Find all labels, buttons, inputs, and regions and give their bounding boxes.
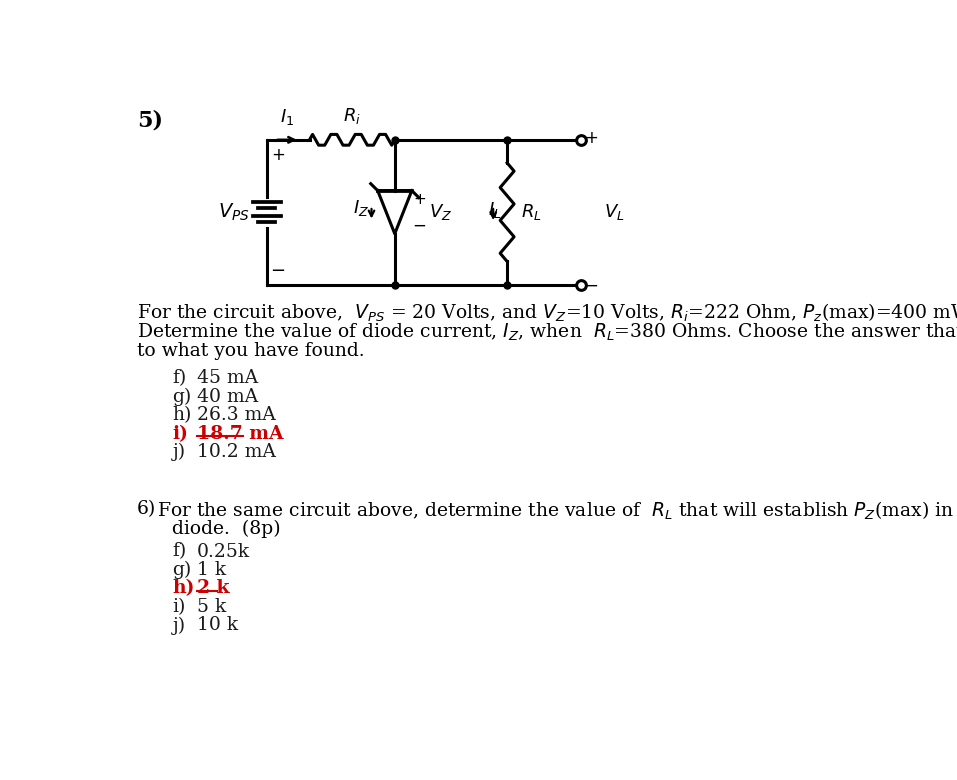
Text: −: − [585, 277, 598, 295]
Text: $I_L$: $I_L$ [488, 200, 501, 220]
Text: +: + [271, 146, 284, 165]
Text: j): j) [172, 616, 186, 635]
Text: 18.7 mA: 18.7 mA [197, 424, 283, 443]
Text: f): f) [172, 369, 187, 387]
Text: Determine the value of diode current, $I_Z$, when  $R_L$=380 Ohms. Choose the an: Determine the value of diode current, $I… [137, 321, 957, 343]
Text: 1 k: 1 k [197, 561, 226, 579]
Text: g): g) [172, 561, 191, 580]
Text: +: + [413, 193, 426, 207]
Text: g): g) [172, 388, 191, 406]
Text: +: + [585, 129, 598, 147]
Text: h): h) [172, 406, 191, 424]
Text: to what you have found.: to what you have found. [137, 342, 365, 360]
Text: $I_Z$: $I_Z$ [352, 198, 368, 218]
Text: For the same circuit above, determine the value of  $R_L$ that will establish $P: For the same circuit above, determine th… [157, 500, 957, 523]
Text: 10.2 mA: 10.2 mA [197, 443, 276, 461]
Text: 6): 6) [137, 500, 156, 518]
Text: f): f) [172, 543, 187, 561]
Text: i): i) [172, 424, 189, 443]
Text: 5): 5) [137, 109, 163, 131]
Text: $V_L$: $V_L$ [604, 202, 625, 222]
Text: −: − [412, 217, 427, 235]
Text: $V_{PS}$: $V_{PS}$ [218, 201, 250, 223]
Text: 40 mA: 40 mA [197, 388, 258, 406]
Text: h): h) [172, 580, 194, 597]
Text: $V_Z$: $V_Z$ [429, 202, 452, 222]
Text: 2 k: 2 k [197, 580, 230, 597]
Text: $I_1$: $I_1$ [280, 108, 294, 127]
Text: diode.  (8p): diode. (8p) [172, 520, 281, 538]
Text: 26.3 mA: 26.3 mA [197, 406, 276, 424]
Text: 5 k: 5 k [197, 598, 227, 616]
Text: −: − [270, 262, 285, 280]
Text: i): i) [172, 598, 186, 616]
Text: 10 k: 10 k [197, 616, 238, 634]
Text: 0.25k: 0.25k [197, 543, 250, 561]
Text: $R_L$: $R_L$ [521, 202, 542, 222]
Text: 45 mA: 45 mA [197, 369, 258, 387]
Text: For the circuit above,  $V_{PS}$ = 20 Volts, and $V_Z$=10 Volts, $R_i$=222 Ohm, : For the circuit above, $V_{PS}$ = 20 Vol… [137, 302, 957, 324]
Text: $R_i$: $R_i$ [344, 106, 361, 126]
Text: j): j) [172, 443, 186, 462]
